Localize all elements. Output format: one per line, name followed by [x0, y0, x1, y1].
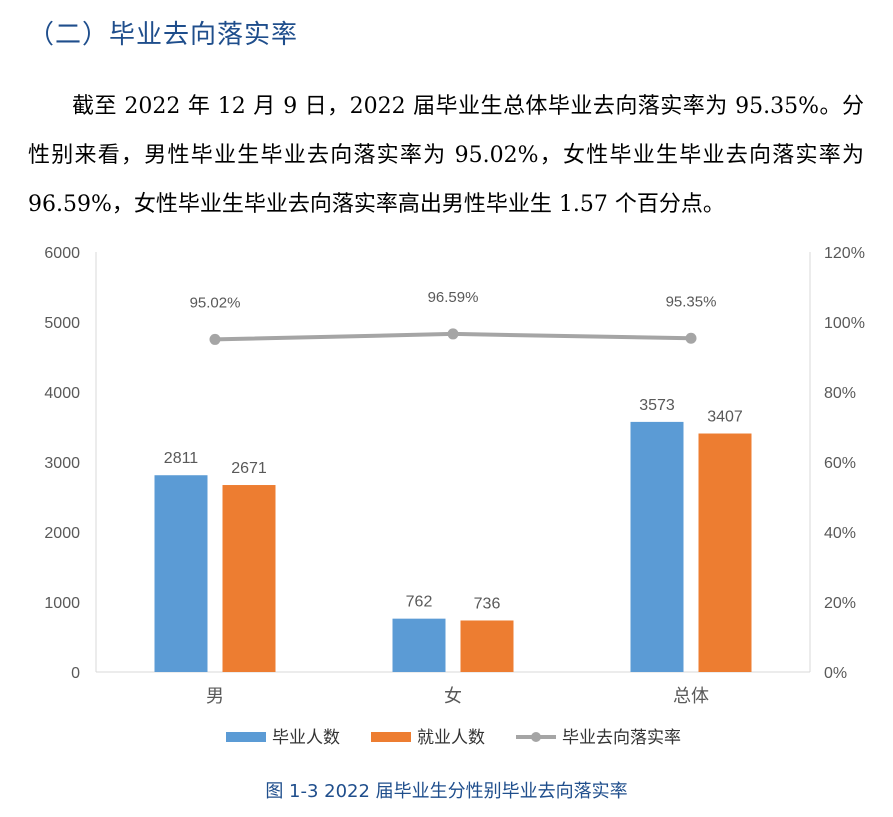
bar-data-label: 736 [474, 595, 501, 612]
legend-swatch [371, 732, 411, 742]
section-title: （二）毕业去向落实率 [28, 20, 299, 50]
bar [222, 485, 276, 672]
legend-swatch [226, 732, 266, 742]
bar-data-label: 3407 [707, 409, 743, 426]
bar [698, 433, 752, 672]
legend-marker [531, 732, 541, 742]
y-tick-label: 6000 [44, 245, 80, 262]
y-tick-label: 3000 [44, 455, 80, 472]
figure-caption: 图 1-3 2022 届毕业生分性别毕业去向落实率 [265, 781, 628, 802]
x-tick-label: 女 [444, 686, 462, 706]
bar [392, 618, 446, 672]
y2-tick-label: 60% [824, 455, 856, 472]
rate-data-label: 95.02% [190, 294, 241, 311]
rate-point [685, 332, 697, 344]
y-tick-label: 1000 [44, 595, 80, 612]
rate-data-label: 96.59% [428, 289, 479, 306]
bar-data-label: 762 [406, 594, 433, 611]
legend-label: 就业人数 [417, 728, 485, 747]
rate-point [447, 328, 459, 340]
y2-tick-label: 0% [824, 665, 847, 682]
bar-data-label: 2671 [231, 460, 267, 477]
legend-label: 毕业人数 [272, 728, 340, 747]
x-tick-label: 总体 [673, 686, 709, 706]
x-tick-label: 男 [206, 686, 224, 706]
bar [154, 475, 208, 672]
y-tick-label: 5000 [44, 315, 80, 332]
bar [630, 421, 684, 672]
combo-chart: 0 1000 2000 3000 4000 5000 6000 0% 20% 40% 60% 80% 1… [44, 245, 865, 747]
y-tick-label: 0 [71, 665, 80, 682]
rate-point [209, 333, 221, 345]
summary-paragraph: 截至 2022 年 12 月 9 日，2022 届毕业生总体毕业去向落实率为 9… [28, 94, 864, 217]
legend-label: 毕业去向落实率 [562, 728, 681, 747]
y2-tick-label: 120% [824, 245, 865, 262]
y2-tick-label: 100% [824, 315, 865, 332]
bar [460, 620, 514, 672]
y-tick-label: 2000 [44, 525, 80, 542]
bar-data-label: 2811 [164, 450, 199, 467]
y2-tick-label: 40% [824, 525, 856, 542]
y-tick-label: 4000 [44, 385, 80, 402]
y2-tick-label: 20% [824, 595, 856, 612]
y2-tick-label: 80% [824, 385, 856, 402]
bar-data-label: 3573 [639, 397, 675, 414]
rate-data-label: 95.35% [666, 293, 717, 310]
